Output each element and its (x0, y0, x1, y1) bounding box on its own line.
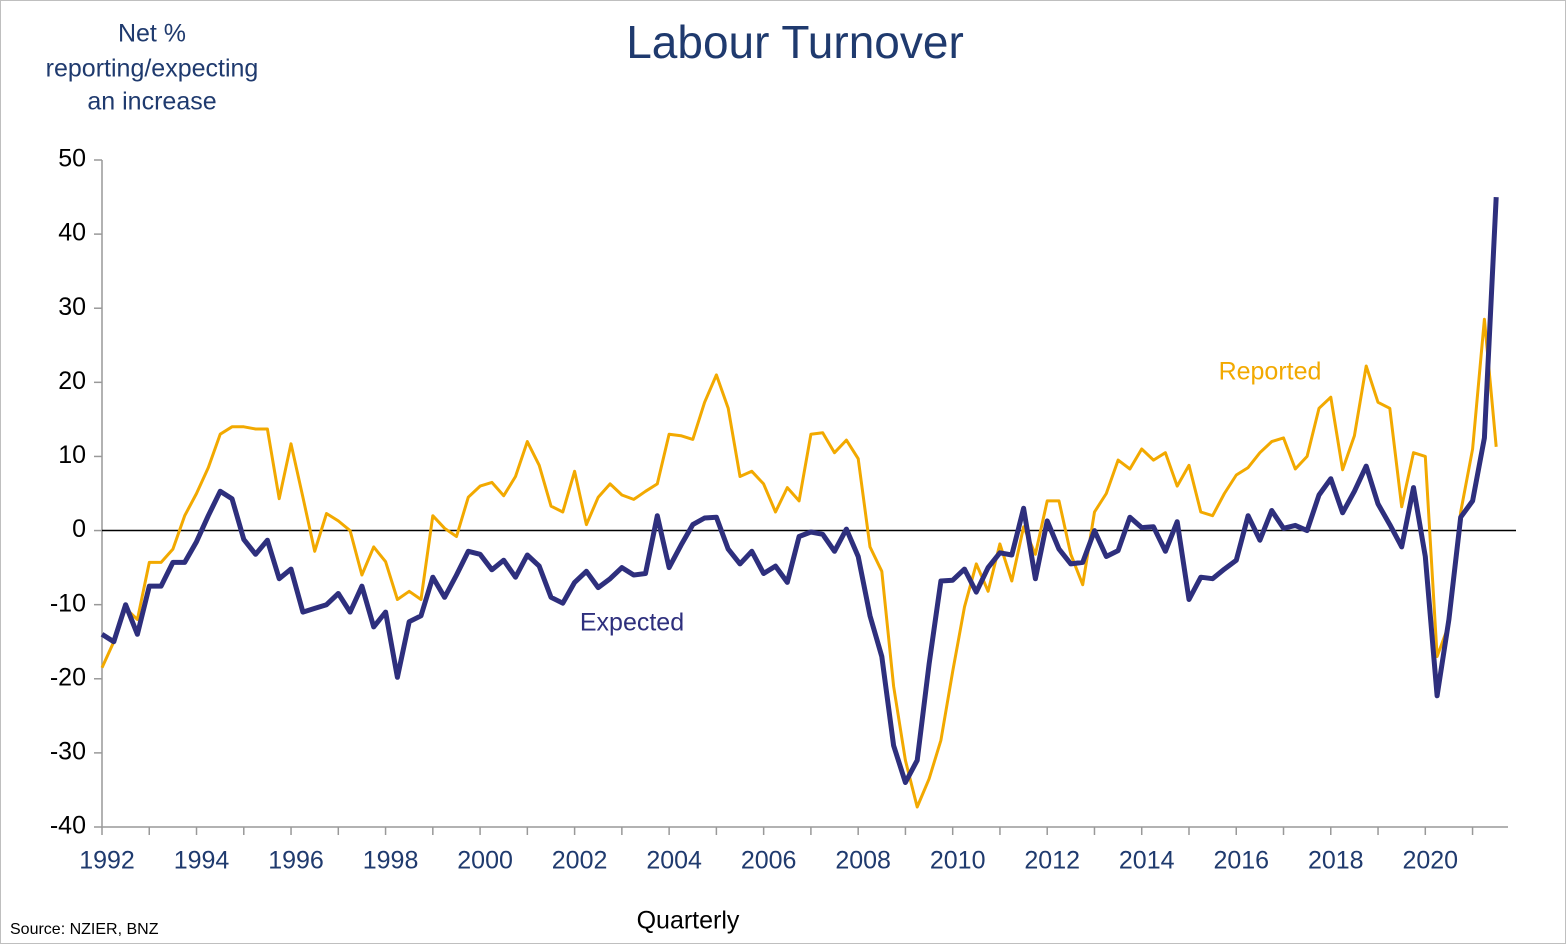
x-tick-label: 2000 (457, 847, 513, 875)
y-tick-label: -20 (50, 663, 86, 691)
x-tick-label: 2018 (1308, 847, 1364, 875)
series-label: Expected (580, 609, 684, 637)
y-axis-label: Net % (118, 20, 186, 48)
y-axis-label: an increase (87, 88, 216, 116)
y-tick-label: 30 (58, 293, 86, 321)
x-axis-label: Quarterly (637, 907, 740, 935)
x-tick-label: 2006 (741, 847, 797, 875)
y-tick-label: 10 (58, 441, 86, 469)
y-tick-label: 0 (72, 515, 86, 543)
source: Source: NZIER, BNZ (10, 921, 159, 938)
x-tick-label: 2002 (552, 847, 608, 875)
series-line (100, 317, 1498, 809)
x-tick-label: 1998 (363, 847, 419, 875)
x-tick-label: 1994 (174, 847, 230, 875)
x-tick-label: 1992 (79, 847, 135, 875)
x-tick-label: 2020 (1402, 847, 1458, 875)
chart-title: Labour Turnover (626, 16, 964, 68)
y-tick-label: -40 (50, 812, 86, 840)
x-tick-label: 2014 (1119, 847, 1175, 875)
x-tick-label: 1996 (268, 847, 324, 875)
y-tick-label: -30 (50, 737, 86, 765)
x-tick-label: 2008 (835, 847, 891, 875)
series-label: Reported (1219, 358, 1322, 386)
series-line (100, 196, 1499, 785)
x-tick-label: 2010 (930, 847, 986, 875)
y-axis-label: reporting/expecting (46, 55, 259, 83)
y-tick-label: -10 (50, 589, 86, 617)
y-tick-label: 50 (58, 145, 86, 173)
x-tick-label: 2004 (646, 847, 702, 875)
y-tick-label: 20 (58, 367, 86, 395)
x-tick-label: 2012 (1024, 847, 1080, 875)
y-tick-label: 40 (58, 219, 86, 247)
x-tick-label: 2016 (1213, 847, 1269, 875)
